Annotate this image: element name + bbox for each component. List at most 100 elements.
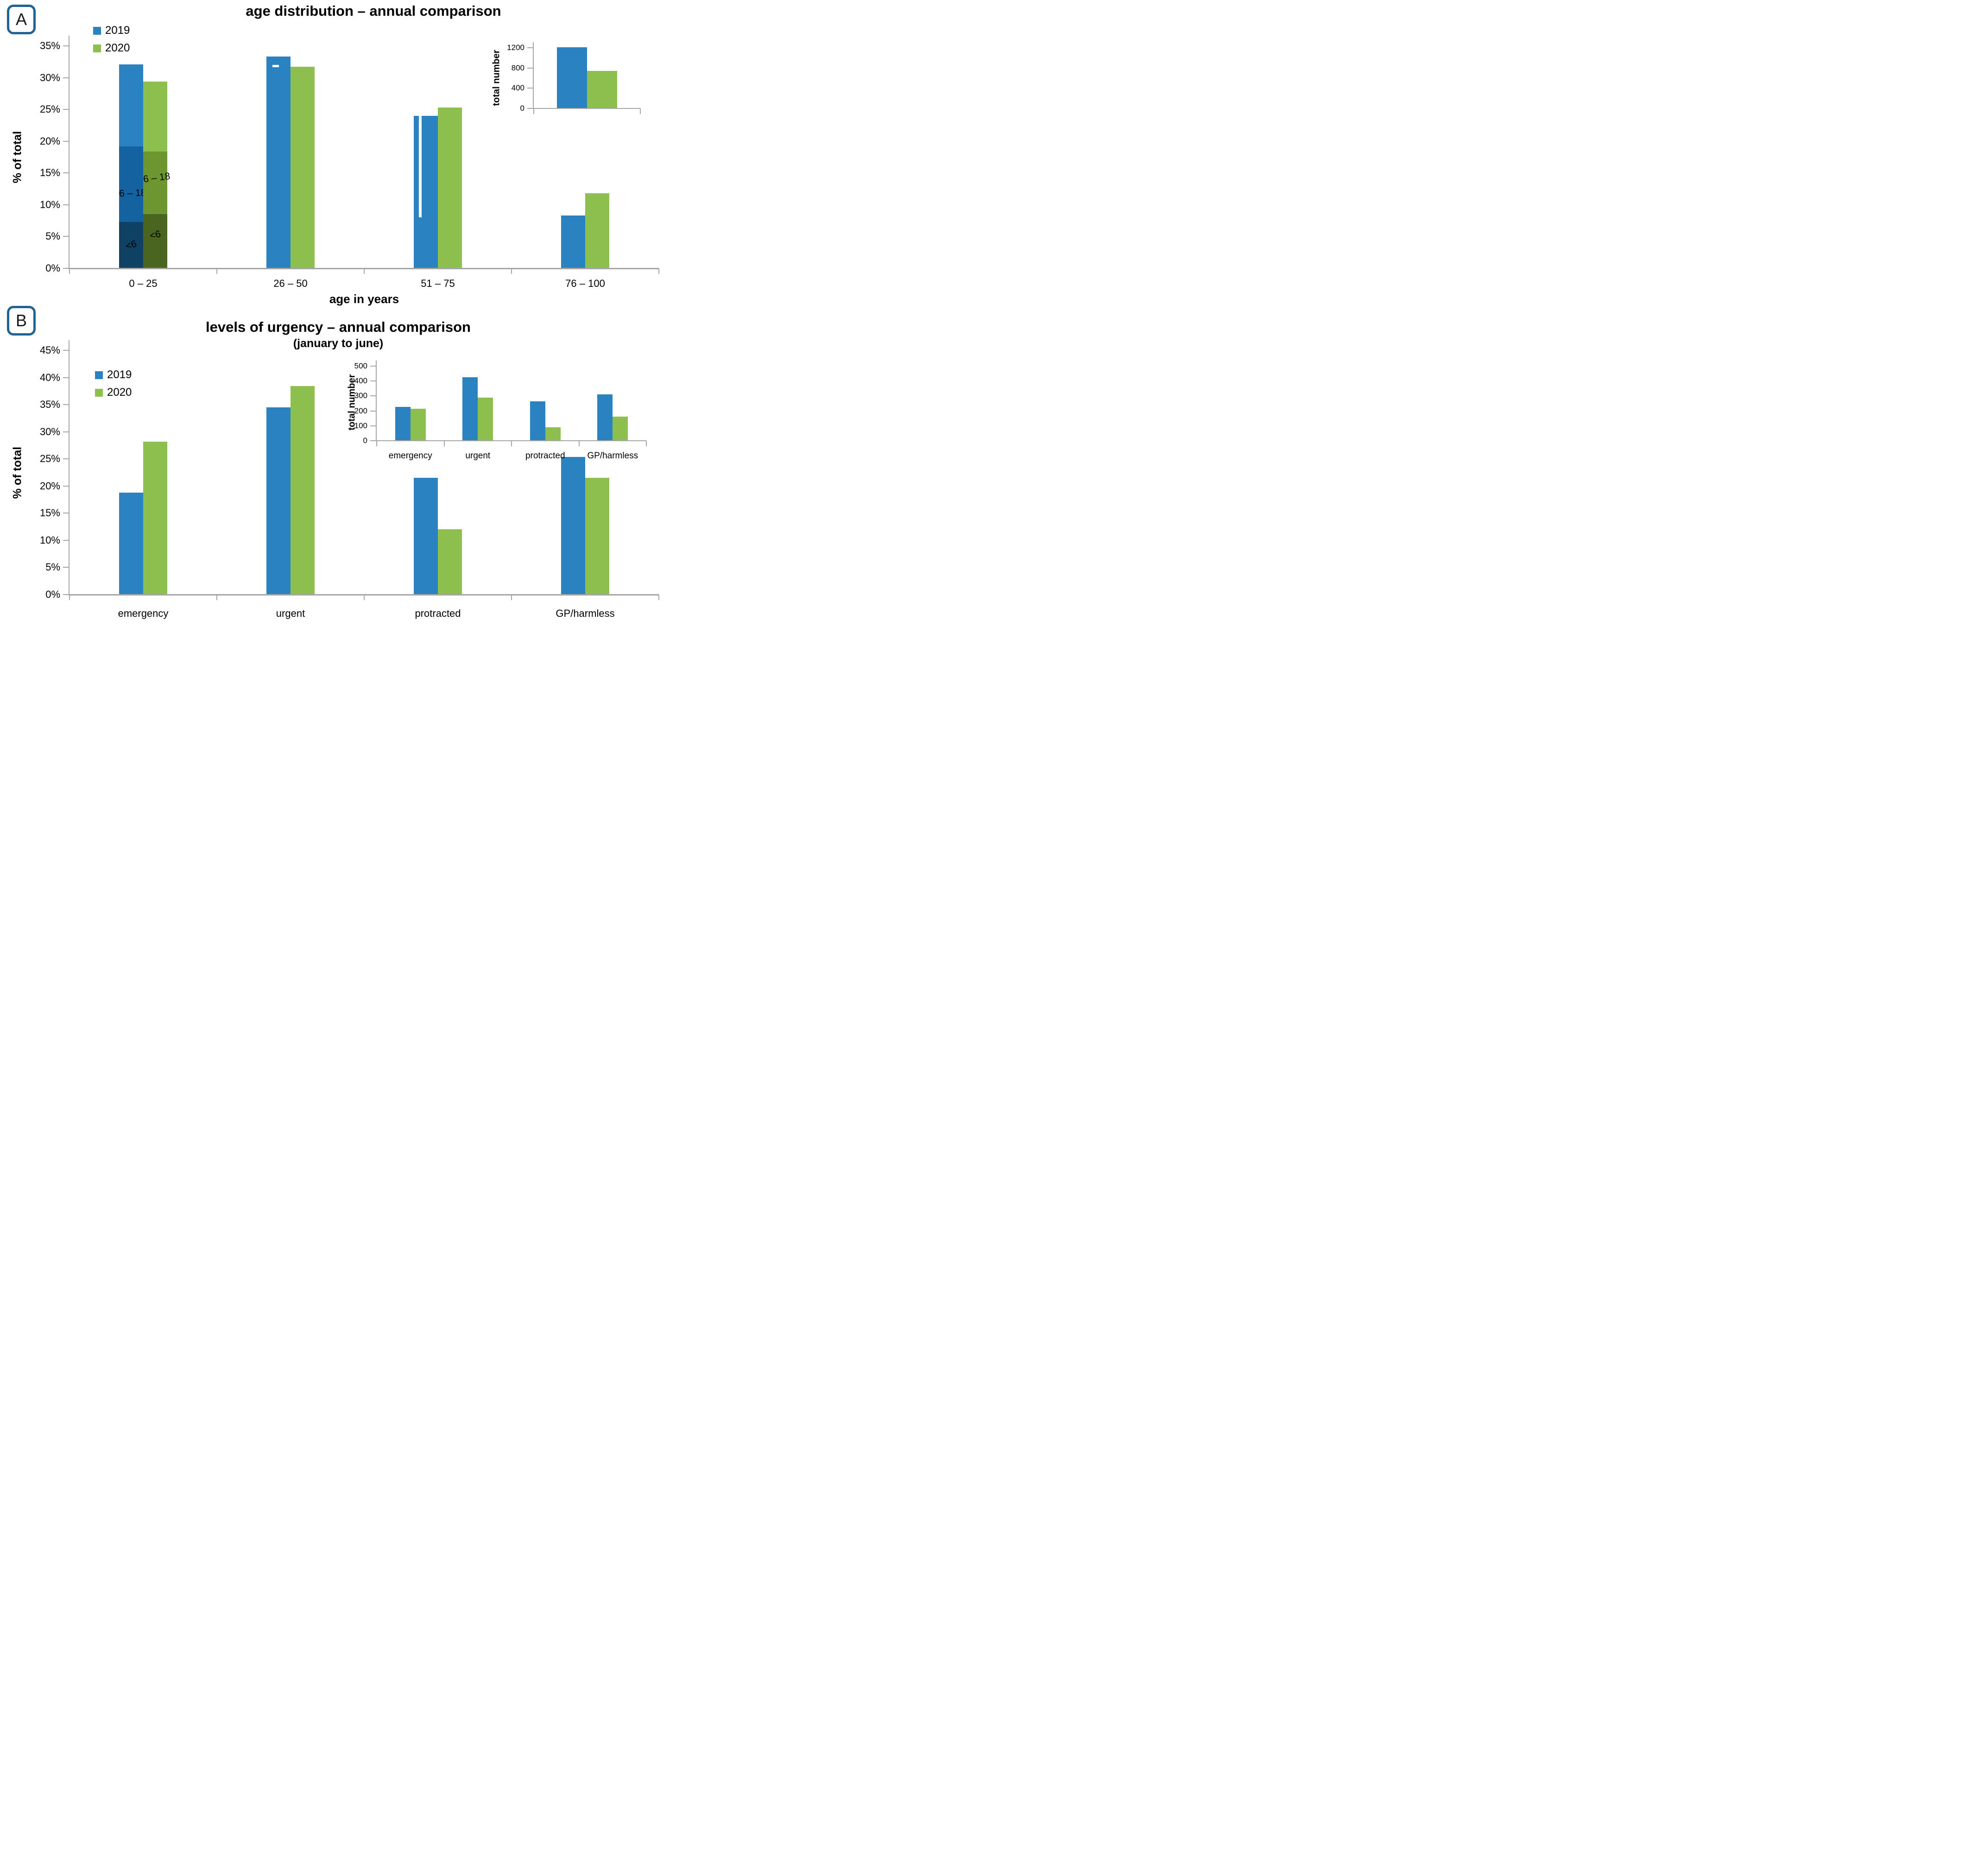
panel-b-inset-chart: 0 100 200 300 400 500 emergency urgent protracte…	[354, 361, 647, 461]
panel-a-x-axis-title: age in years	[329, 292, 399, 306]
bar-2019-0	[557, 47, 587, 108]
x-axis-line	[533, 108, 640, 109]
legend-swatch-2020	[95, 388, 103, 397]
bar-2019-3	[561, 456, 585, 595]
y-tick-label-1200: 1200	[507, 43, 524, 52]
y-tick-label-25%: 25%	[39, 453, 60, 465]
x-axis-tick	[511, 595, 512, 600]
bar-2020-0	[143, 441, 167, 595]
bar-2020-1	[291, 67, 315, 268]
white-stripe-artifact	[419, 115, 422, 218]
x-category-label-1: urgent	[276, 608, 305, 619]
y-axis-tick	[527, 88, 533, 89]
bar-2019-2	[414, 478, 438, 595]
x-axis-tick	[658, 268, 659, 274]
panel-a-inset-chart: 0 400 800 1200	[507, 42, 641, 114]
y-axis-tick	[63, 172, 69, 174]
panel-b-title: levels of urgency – annual comparison	[206, 319, 471, 335]
x-axis-tick	[376, 441, 377, 446]
panel-a-legend: 2019 2020	[93, 24, 130, 59]
legend-item-2019: 2019	[93, 24, 130, 37]
x-axis-tick	[216, 595, 217, 600]
y-tick-label-400: 400	[354, 376, 367, 386]
segment-2020-3	[143, 214, 167, 268]
y-tick-label-20%: 20%	[39, 135, 60, 147]
y-axis-tick	[370, 440, 376, 441]
y-tick-label-45%: 45%	[39, 344, 60, 356]
y-axis-tick	[63, 377, 69, 378]
y-axis-tick	[527, 67, 533, 69]
panel-a-chart: 6 – 18 <6 6 – 18 <6 0% 5% 10% 15% 20% 25% 30% 35% 0 …	[40, 36, 659, 289]
panel-b-legend: 2019 2020	[95, 368, 132, 404]
y-axis-tick	[63, 539, 69, 541]
x-category-label-1: urgent	[465, 451, 491, 461]
x-axis-tick	[640, 108, 641, 114]
y-axis-tick	[63, 567, 69, 568]
x-axis-tick	[364, 595, 365, 600]
y-axis-line	[69, 36, 70, 268]
y-tick-label-15%: 15%	[39, 507, 60, 519]
bar-2019-2	[530, 401, 545, 441]
panel-a-inset-y-axis-title: total number	[491, 50, 502, 106]
y-axis-tick	[527, 47, 533, 48]
x-category-label-1: 26 – 50	[273, 278, 308, 289]
y-tick-label-200: 200	[354, 406, 367, 415]
y-axis-tick	[63, 236, 69, 237]
y-tick-label-0: 0	[363, 436, 367, 445]
y-tick-label-5%: 5%	[45, 230, 60, 242]
bar-2020-3	[585, 478, 609, 595]
bar-2020-3	[613, 417, 628, 441]
bar-2020-0	[410, 408, 426, 441]
x-category-label-0: 0 – 25	[129, 278, 158, 289]
y-axis-line	[69, 340, 70, 595]
panel-b-subtitle: (january to june)	[293, 337, 384, 350]
bar-2020-1	[478, 397, 493, 441]
y-axis-tick	[63, 350, 69, 351]
y-axis-tick	[370, 410, 376, 412]
y-axis-tick	[63, 204, 69, 205]
x-axis-tick	[69, 268, 70, 274]
y-tick-label-400: 400	[511, 83, 524, 93]
x-category-label-3: GP/harmless	[556, 608, 615, 619]
x-axis-tick	[69, 595, 70, 600]
y-axis-tick	[63, 77, 69, 78]
bar-2020-2	[545, 427, 561, 441]
y-tick-label-800: 800	[511, 63, 524, 72]
y-axis-tick	[63, 594, 69, 595]
y-tick-label-0%: 0%	[45, 589, 60, 600]
y-axis-line	[533, 42, 534, 108]
y-tick-label-10%: 10%	[39, 534, 60, 546]
y-tick-label-15%: 15%	[39, 167, 60, 179]
white-dash-artifact	[272, 64, 279, 67]
segment-2020-2	[143, 151, 167, 215]
y-axis-tick	[370, 395, 376, 397]
segment-label-0: 6 – 18	[119, 187, 146, 199]
x-category-label-2: protracted	[415, 608, 461, 619]
x-category-label-3: GP/harmless	[587, 451, 638, 461]
y-axis-tick	[370, 380, 376, 382]
y-axis-tick	[63, 140, 69, 142]
y-tick-label-35%: 35%	[39, 40, 60, 51]
legend-item-2020: 2020	[93, 42, 130, 55]
segment-label-2: 6 – 18	[142, 171, 171, 185]
y-tick-label-35%: 35%	[39, 399, 60, 411]
y-tick-label-25%: 25%	[39, 103, 60, 115]
legend-label-2020: 2020	[107, 386, 132, 399]
x-axis-tick	[511, 441, 512, 446]
y-tick-label-300: 300	[354, 391, 367, 400]
bar-2019-1	[462, 377, 478, 441]
legend-swatch-2019	[93, 26, 101, 35]
legend-label-2019: 2019	[105, 24, 130, 37]
y-tick-label-0: 0	[520, 104, 524, 113]
bar-2019-0	[395, 406, 411, 441]
legend-label-2020: 2020	[105, 42, 130, 54]
bar-2020-2	[438, 108, 462, 268]
y-axis-tick	[63, 485, 69, 487]
legend-swatch-2019	[95, 371, 103, 379]
x-category-label-2: 51 – 75	[421, 278, 455, 289]
y-tick-label-100: 100	[354, 421, 367, 430]
panel-a-title: age distribution – annual comparison	[246, 3, 501, 19]
y-tick-label-0%: 0%	[45, 262, 60, 274]
bar-2019-3	[597, 394, 613, 441]
bar-2019-1	[266, 57, 291, 268]
